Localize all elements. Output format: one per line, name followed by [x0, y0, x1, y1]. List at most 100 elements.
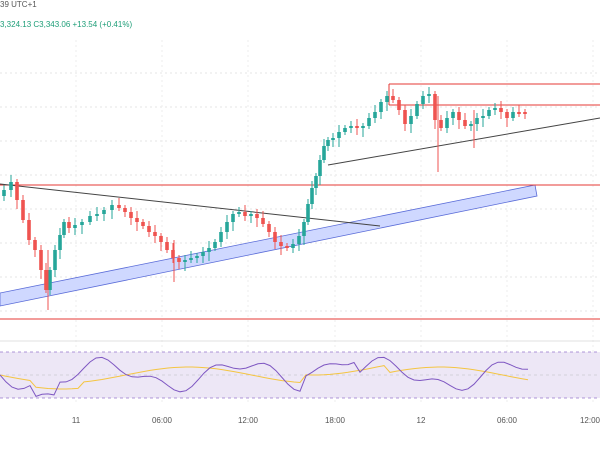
- candle-body: [102, 210, 106, 214]
- candle-body: [291, 244, 295, 248]
- x-axis-tick: 11: [71, 416, 81, 425]
- candle-body: [273, 232, 277, 242]
- candle-body: [117, 205, 121, 208]
- candle-body: [33, 240, 37, 250]
- candle-body: [39, 250, 43, 270]
- candle-body: [267, 224, 271, 232]
- candle-body: [487, 110, 491, 116]
- candle-body: [391, 96, 395, 100]
- candle-body: [475, 118, 479, 124]
- x-axis-tick: 12:00: [237, 416, 259, 425]
- candle-body: [445, 118, 449, 128]
- candle-body: [110, 205, 114, 210]
- candle-body: [261, 218, 265, 224]
- symbol-info: 39 UTC+1: [0, 0, 37, 9]
- candle-body: [48, 270, 52, 290]
- candle-body: [80, 222, 84, 225]
- candle-body: [2, 190, 6, 196]
- candle-body: [367, 118, 371, 126]
- candle-body: [207, 248, 211, 252]
- candle-body: [505, 112, 509, 118]
- candle-body: [349, 126, 353, 128]
- x-axis-tick: 18:00: [324, 416, 346, 425]
- candle-body: [306, 204, 310, 222]
- candle-body: [243, 212, 247, 216]
- rsi-moving-average-line: [0, 365, 529, 390]
- candle-body: [255, 214, 259, 218]
- candle-body: [511, 112, 515, 118]
- candle-body: [279, 242, 283, 246]
- candle-body: [177, 258, 181, 262]
- candle-body: [499, 108, 503, 112]
- candle-body: [427, 94, 431, 96]
- candle-body: [523, 112, 527, 114]
- candle-body: [219, 232, 223, 242]
- candle-body: [285, 246, 289, 248]
- candle-body: [62, 222, 66, 235]
- candle-body: [433, 94, 437, 120]
- candle-body: [409, 116, 413, 124]
- candle-body: [249, 214, 253, 216]
- candle-body: [58, 235, 62, 250]
- candle-body: [481, 116, 485, 118]
- candle-body: [141, 222, 145, 226]
- candle-body: [331, 138, 335, 140]
- candle-body: [451, 112, 455, 118]
- candle-body: [318, 160, 322, 176]
- candle-body: [385, 96, 389, 102]
- candle-body: [67, 222, 71, 228]
- candle-body: [469, 124, 473, 126]
- candle-body: [159, 236, 163, 242]
- candle-body: [493, 108, 497, 110]
- candle-body: [27, 220, 31, 240]
- x-axis-tick: 12:00: [579, 416, 600, 425]
- x-axis-tick: 12: [416, 416, 426, 425]
- candle-body: [379, 102, 383, 112]
- candle-body: [421, 96, 425, 104]
- descending-trendline[interactable]: [0, 183, 381, 227]
- candle-body: [517, 112, 521, 114]
- candle-body: [361, 126, 365, 128]
- candle-body: [355, 126, 359, 128]
- candle-body: [95, 214, 99, 216]
- chart-vertical-grid: [75, 40, 594, 405]
- candle-body: [297, 236, 301, 244]
- candle-body: [201, 252, 205, 256]
- candle-body: [15, 182, 19, 200]
- rsi-line: [0, 356, 529, 398]
- candle-body: [183, 260, 187, 262]
- candle-body: [225, 222, 229, 232]
- candle-body: [88, 216, 92, 222]
- candle-body: [237, 212, 241, 214]
- candle-body: [439, 120, 443, 128]
- candle-body: [171, 250, 175, 258]
- candle-body: [21, 200, 25, 220]
- candle-body: [373, 112, 377, 118]
- candle-body: [314, 176, 318, 188]
- candle-body: [397, 100, 401, 110]
- candle-body: [53, 250, 57, 270]
- candle-body: [403, 110, 407, 124]
- candle-body: [302, 222, 306, 236]
- candle-body: [457, 112, 461, 120]
- candle-body: [463, 120, 467, 126]
- x-axis-tick: 06:00: [151, 416, 173, 425]
- candle-body: [9, 182, 13, 190]
- candle-body: [213, 242, 217, 248]
- candle-body: [73, 225, 77, 228]
- candle-body: [343, 128, 347, 132]
- candle-body: [231, 214, 235, 222]
- ohlc-readout: 3,324.13 C3,343.06 +13.54 (+0.41%): [0, 20, 133, 29]
- candle-body: [165, 242, 169, 250]
- candle-body: [129, 212, 133, 218]
- candle-body: [195, 256, 199, 258]
- candle-body: [123, 208, 127, 212]
- candle-body: [135, 218, 139, 222]
- candle-body: [322, 146, 326, 160]
- ascending-channel[interactable]: [0, 184, 538, 307]
- rising-trendline[interactable]: [327, 117, 600, 166]
- candle-body: [147, 226, 151, 232]
- candle-body: [415, 104, 419, 116]
- candle-body: [326, 140, 330, 146]
